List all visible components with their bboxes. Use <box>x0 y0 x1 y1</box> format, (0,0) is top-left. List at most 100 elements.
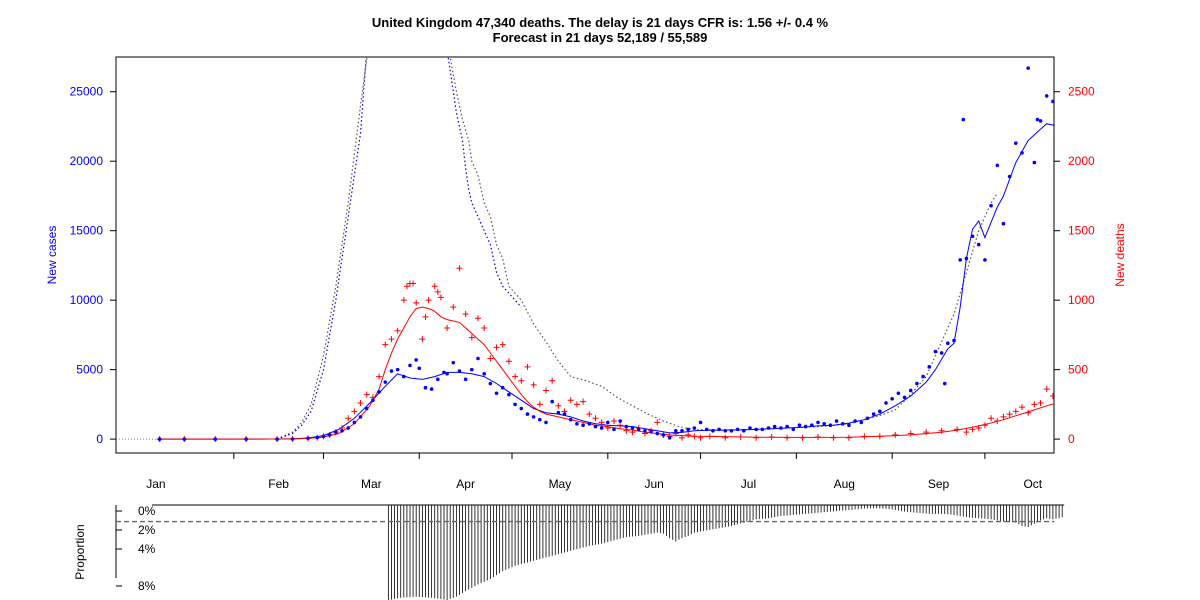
case-point <box>1032 160 1037 165</box>
prop-tick-label: 2% <box>138 523 156 537</box>
case-point <box>983 258 987 262</box>
series-layer <box>156 57 1065 443</box>
case-point <box>939 351 944 355</box>
case-point <box>995 163 1000 168</box>
case-point <box>711 428 715 433</box>
case-point <box>729 428 734 433</box>
case-point <box>315 435 320 440</box>
death-point <box>845 434 852 441</box>
chart-title: United Kingdom 47,340 deaths. The delay … <box>371 15 829 30</box>
death-point <box>988 415 995 422</box>
case-point <box>643 428 647 433</box>
death-point <box>573 401 580 408</box>
prop-axis-label: Proportion <box>73 524 87 579</box>
death-point <box>892 431 899 438</box>
case-point <box>488 381 493 386</box>
death-point <box>685 431 692 438</box>
y-left-axis-label: New cases <box>45 226 59 285</box>
case-point <box>717 427 721 432</box>
death-point <box>543 387 549 394</box>
death-point <box>536 401 543 408</box>
case-point <box>417 366 422 371</box>
case-point <box>436 377 440 382</box>
case-point <box>655 431 660 436</box>
death-point <box>737 434 744 441</box>
x-tick-label: Oct <box>1023 477 1042 491</box>
case-point <box>429 387 434 391</box>
case-point <box>680 428 684 433</box>
cfr-scaled-line-blue <box>276 57 522 440</box>
case-point <box>785 424 789 429</box>
prop-tick-label: 4% <box>138 542 156 556</box>
death-point <box>376 373 383 380</box>
case-point <box>482 372 486 376</box>
death-point <box>1019 404 1025 411</box>
death-point <box>592 415 599 422</box>
x-tick-label: Aug <box>834 477 855 491</box>
death-point <box>586 411 593 418</box>
x-tick-label: Jun <box>645 477 664 491</box>
case-point <box>1057 175 1061 179</box>
case-point <box>1060 159 1064 163</box>
y-left-tick-label: 10000 <box>70 293 104 307</box>
case-point <box>451 360 456 365</box>
case-point <box>803 424 808 429</box>
case-point <box>915 381 919 386</box>
case-point <box>667 435 672 440</box>
case-point <box>766 426 771 430</box>
death-point <box>1006 411 1013 418</box>
death-point <box>981 422 988 429</box>
case-point <box>853 419 857 423</box>
case-point <box>1007 174 1012 179</box>
death-point <box>784 434 791 441</box>
case-point <box>275 437 279 441</box>
death-point <box>1037 399 1044 406</box>
case-point <box>674 428 678 433</box>
case-point <box>538 417 542 422</box>
death-point <box>1059 386 1065 392</box>
death-point <box>410 280 417 287</box>
case-point <box>742 428 746 433</box>
death-point <box>768 434 775 441</box>
case-point <box>890 397 894 401</box>
death-point <box>876 433 883 440</box>
case-point <box>157 437 162 441</box>
case-point <box>346 426 350 430</box>
case-point <box>395 367 400 372</box>
case-point <box>531 415 536 419</box>
case-point <box>525 412 530 416</box>
case-point <box>618 419 622 423</box>
case-point <box>306 436 310 441</box>
case-point <box>964 256 969 261</box>
death-point <box>861 433 868 440</box>
case-point <box>921 374 925 379</box>
death-point <box>938 427 945 434</box>
death-point <box>611 418 617 425</box>
x-tick-label: Apr <box>456 477 475 491</box>
case-point <box>408 363 412 368</box>
case-point <box>859 420 864 425</box>
case-point <box>507 392 511 397</box>
case-point <box>513 402 517 407</box>
case-point <box>352 420 357 425</box>
case-point <box>704 427 709 432</box>
case-point <box>723 428 728 433</box>
cases-average-line <box>159 123 1054 440</box>
case-point <box>1038 119 1043 123</box>
death-point <box>604 424 611 431</box>
case-point <box>624 424 629 429</box>
proportion-plot: 0% 2% 4% 8% Proportion <box>73 504 1065 600</box>
case-point <box>902 395 907 400</box>
case-point <box>791 427 796 432</box>
death-point <box>617 422 624 429</box>
case-point <box>1044 94 1049 98</box>
death-point <box>388 336 395 343</box>
prop-tick-label: 0% <box>138 504 156 518</box>
y-right-tick-label: 500 <box>1068 363 1088 377</box>
death-point <box>505 358 512 365</box>
case-point <box>748 426 752 430</box>
case-point <box>562 412 567 416</box>
death-point <box>555 402 562 409</box>
death-point <box>1025 409 1032 416</box>
death-point <box>954 426 961 433</box>
